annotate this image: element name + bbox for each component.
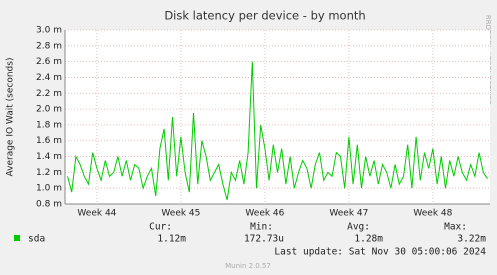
legend-stat-label: Max: [444, 222, 467, 233]
x-tick-label: Week 47 [329, 209, 368, 219]
y-tick-label: 1.6 m [36, 136, 62, 146]
y-tick-label: 2.4 m [36, 73, 62, 83]
chart-title: Disk latency per device - by month [164, 9, 365, 23]
plot-area [65, 30, 490, 204]
legend-swatch [14, 235, 20, 241]
y-tick-label: 1.4 m [36, 152, 62, 162]
legend-stat-label: Cur: [149, 222, 172, 233]
y-tick-label: 2.8 m [36, 41, 62, 51]
y-tick-label: 1.0 m [36, 184, 62, 194]
legend-stat-label: Avg: [347, 222, 370, 233]
y-tick-label: 0.8 m [36, 200, 62, 210]
legend-stat-value: 3.22m [457, 234, 486, 245]
last-update: Last update: Sat Nov 30 05:00:06 2024 [274, 247, 486, 258]
y-tick-label: 1.8 m [36, 120, 62, 130]
legend-label: sda [28, 234, 45, 245]
legend-stat-value: 1.28m [354, 234, 383, 245]
x-tick-label: Week 48 [413, 209, 452, 219]
y-tick-label: 2.0 m [36, 105, 62, 115]
y-tick-label: 1.2 m [36, 168, 62, 178]
y-tick-label: 3.0 m [36, 26, 62, 36]
x-tick-label: Week 46 [245, 209, 284, 219]
footer: Munin 2.0.57 [225, 262, 271, 270]
data-line [67, 61, 488, 201]
x-tick-label: Week 45 [161, 209, 200, 219]
legend-stat-value: 172.73u [244, 234, 284, 245]
y-tick-label: 2.6 m [36, 57, 62, 67]
x-tick-label: Week 44 [77, 209, 116, 219]
y-tick-label: 2.2 m [36, 89, 62, 99]
legend-stat-value: 1.12m [157, 234, 186, 245]
legend-stat-label: Min: [250, 222, 273, 233]
y-axis-label: Average IO Wait (seconds) [6, 58, 16, 177]
